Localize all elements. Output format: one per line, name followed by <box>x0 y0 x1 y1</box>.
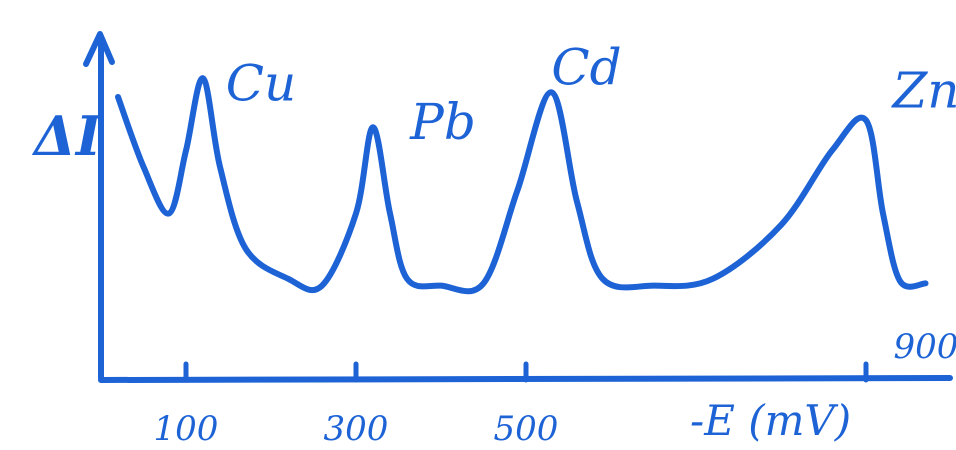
x-axis-label: -E (mV) <box>690 396 851 445</box>
y-axis-label: ΔI <box>31 104 103 168</box>
peak-label-zn: Zn <box>891 61 956 119</box>
x-tick-label: 100 <box>154 409 219 449</box>
peak-label-pb: Pb <box>409 93 476 151</box>
x-ticks <box>183 361 869 383</box>
current-trace <box>115 75 929 295</box>
x-tick-label: 900 <box>894 327 956 367</box>
y-axis-arrowhead <box>83 31 115 67</box>
x-tick-labels: 100 300 500 900 <box>154 327 956 449</box>
peak-label-cu: Cu <box>226 54 296 112</box>
x-tick-label: 500 <box>494 409 559 449</box>
x-tick-label: 300 <box>324 409 389 449</box>
peak-labels: Cu Pb Cd Zn <box>226 38 956 151</box>
peak-label-cd: Cd <box>551 38 621 96</box>
